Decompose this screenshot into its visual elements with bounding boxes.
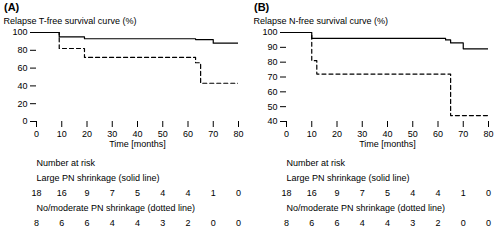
svg-text:30: 30 — [357, 129, 367, 139]
svg-text:5: 5 — [135, 188, 140, 198]
svg-text:9: 9 — [334, 188, 339, 198]
svg-text:4: 4 — [110, 218, 115, 228]
svg-text:4: 4 — [435, 188, 440, 198]
svg-text:6: 6 — [59, 218, 64, 228]
svg-text:40: 40 — [17, 81, 27, 91]
svg-text:80: 80 — [233, 129, 243, 139]
svg-text:6: 6 — [309, 218, 314, 228]
svg-text:0: 0 — [236, 218, 241, 228]
svg-text:40: 40 — [132, 129, 142, 139]
svg-text:0: 0 — [22, 116, 27, 126]
svg-text:Number at risk: Number at risk — [287, 158, 346, 168]
svg-text:50: 50 — [158, 129, 168, 139]
svg-text:8: 8 — [284, 218, 289, 228]
svg-text:80: 80 — [267, 57, 277, 67]
svg-text:6: 6 — [334, 218, 339, 228]
svg-text:7: 7 — [360, 188, 365, 198]
svg-text:16: 16 — [57, 188, 67, 198]
svg-text:70: 70 — [208, 129, 218, 139]
svg-text:8: 8 — [34, 218, 39, 228]
svg-text:5: 5 — [385, 188, 390, 198]
svg-text:No/moderate PN shrinkage (dott: No/moderate PN shrinkage (dotted line) — [287, 203, 446, 213]
svg-text:1: 1 — [461, 188, 466, 198]
svg-text:9: 9 — [84, 188, 89, 198]
svg-text:18: 18 — [31, 188, 41, 198]
svg-text:0: 0 — [211, 218, 216, 228]
svg-text:4: 4 — [185, 188, 190, 198]
svg-text:3: 3 — [410, 218, 415, 228]
svg-text:4: 4 — [410, 188, 415, 198]
svg-text:0: 0 — [236, 188, 241, 198]
svg-text:7: 7 — [110, 188, 115, 198]
svg-text:20: 20 — [332, 129, 342, 139]
svg-text:4: 4 — [135, 218, 140, 228]
svg-text:4: 4 — [360, 218, 365, 228]
svg-text:10: 10 — [57, 129, 67, 139]
svg-text:1: 1 — [211, 188, 216, 198]
svg-text:6: 6 — [84, 218, 89, 228]
html-text:(B): (B) — [254, 1, 270, 13]
svg-text:80: 80 — [17, 45, 27, 55]
svg-text:0: 0 — [284, 129, 289, 139]
svg-text:20: 20 — [17, 99, 27, 109]
svg-text:0: 0 — [34, 129, 39, 139]
svg-text:Large PN shrinkage (solid line: Large PN shrinkage (solid line) — [287, 173, 410, 183]
svg-text:50: 50 — [267, 102, 277, 112]
svg-text:0: 0 — [461, 218, 466, 228]
svg-text:60: 60 — [17, 63, 27, 73]
svg-text:0: 0 — [486, 218, 491, 228]
svg-text:Time [months]: Time [months] — [109, 139, 166, 149]
svg-text:Time [months]: Time [months] — [359, 139, 416, 149]
svg-text:80: 80 — [483, 129, 493, 139]
svg-text:40: 40 — [382, 129, 392, 139]
svg-text:30: 30 — [107, 129, 117, 139]
svg-text:Relapse T-free survival curve: Relapse T-free survival curve (%) — [4, 16, 137, 26]
svg-text:Large PN shrinkage (solid line: Large PN shrinkage (solid line) — [37, 173, 160, 183]
svg-text:4: 4 — [160, 188, 165, 198]
svg-text:3: 3 — [160, 218, 165, 228]
svg-text:60: 60 — [267, 87, 277, 97]
svg-text:40: 40 — [267, 116, 277, 126]
svg-text:2: 2 — [185, 218, 190, 228]
svg-text:18: 18 — [281, 188, 291, 198]
svg-text:60: 60 — [433, 129, 443, 139]
svg-text:0: 0 — [486, 188, 491, 198]
svg-text:60: 60 — [183, 129, 193, 139]
svg-text:70: 70 — [458, 129, 468, 139]
svg-text:100: 100 — [262, 27, 277, 37]
svg-text:Relapse N-free survival curve: Relapse N-free survival curve (%) — [254, 16, 389, 26]
svg-text:4: 4 — [385, 218, 390, 228]
svg-text:10: 10 — [307, 129, 317, 139]
svg-text:50: 50 — [408, 129, 418, 139]
svg-text:16: 16 — [307, 188, 317, 198]
svg-text:2: 2 — [435, 218, 440, 228]
svg-text:20: 20 — [82, 129, 92, 139]
svg-text:100: 100 — [12, 27, 27, 37]
svg-text:Number at risk: Number at risk — [37, 158, 96, 168]
svg-text:70: 70 — [267, 72, 277, 82]
svg-text:90: 90 — [267, 42, 277, 52]
svg-text:No/moderate PN shrinkage (dott: No/moderate PN shrinkage (dotted line) — [37, 203, 196, 213]
html-text:(A): (A) — [4, 1, 20, 13]
